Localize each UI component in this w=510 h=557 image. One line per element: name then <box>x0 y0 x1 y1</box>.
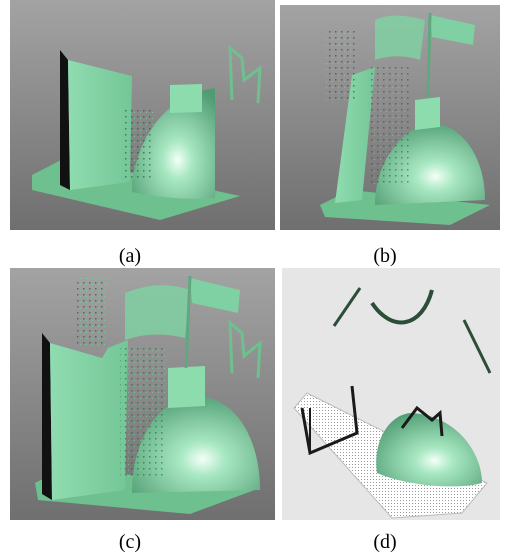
pole <box>428 13 430 97</box>
floating-sheet <box>375 15 425 60</box>
page: (a) (b) (c) (d) (() => { const data = JS… <box>0 0 510 557</box>
point-noise <box>120 348 165 478</box>
point-noise <box>370 65 410 185</box>
point-noise <box>125 110 155 180</box>
caption: (d) <box>373 531 396 553</box>
caption: (b) <box>373 245 396 267</box>
board <box>68 60 132 190</box>
cube <box>415 97 440 130</box>
point-noise <box>75 278 105 348</box>
caption: (c) <box>119 531 141 553</box>
cube <box>168 366 205 408</box>
panel-d <box>282 268 500 520</box>
panel-b <box>280 5 500 230</box>
panel-a <box>10 0 275 230</box>
figure: (a) (b) (c) (d) <box>0 0 510 557</box>
board <box>50 340 128 500</box>
floating-sheet <box>125 285 190 340</box>
point-noise <box>325 30 355 100</box>
cube <box>170 84 202 113</box>
panel-c <box>10 268 275 520</box>
caption: (a) <box>119 245 141 267</box>
